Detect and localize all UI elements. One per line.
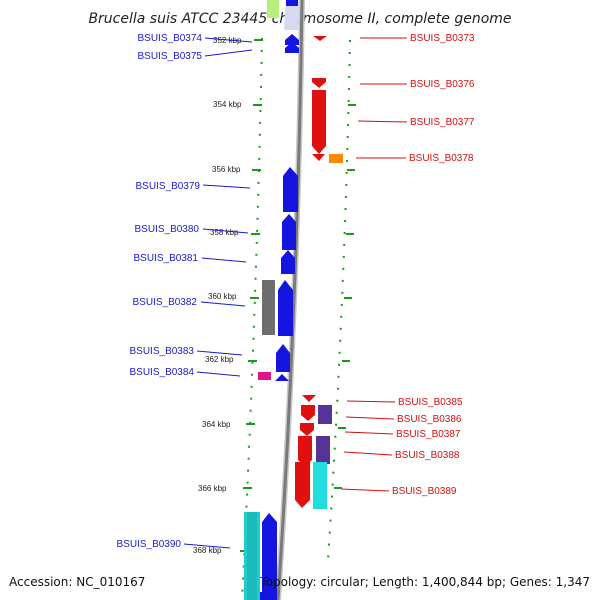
label-bsuis-b0382[interactable]: BSUIS_B0382 <box>133 297 198 308</box>
feature-cyan-shade <box>247 512 257 600</box>
gene-partial-blue-bottom <box>259 592 273 600</box>
label-bsuis-b0390[interactable]: BSUIS_B0390 <box>117 539 182 550</box>
label-bsuis-b0389[interactable]: BSUIS_B0389 <box>392 486 457 497</box>
gene-bsuis-b0387[interactable] <box>300 423 314 436</box>
kbp-label-368: 368 kbp <box>193 546 222 555</box>
kbp-label-360: 360 kbp <box>208 292 237 301</box>
feature-partial-green <box>267 0 279 18</box>
label-bsuis-b0374[interactable]: BSUIS_B0374 <box>138 33 203 44</box>
gene-bsuis-b0384-marker[interactable] <box>275 374 289 381</box>
gene-bsuis-b0381[interactable] <box>281 250 295 274</box>
feature-purple-b0386[interactable] <box>318 405 332 424</box>
right-connector-lines <box>340 37 408 492</box>
label-bsuis-b0385[interactable]: BSUIS_B0385 <box>398 397 463 408</box>
gene-bsuis-b0377-tip[interactable] <box>312 154 325 161</box>
kbp-label-354: 354 kbp <box>213 100 242 109</box>
kbp-label-364: 364 kbp <box>202 420 231 429</box>
kbp-label-358: 358 kbp <box>210 228 239 237</box>
label-bsuis-b0384[interactable]: BSUIS_B0384 <box>130 367 195 378</box>
inner-dotted-ring <box>241 37 263 600</box>
gene-bsuis-b0388-red[interactable] <box>298 436 312 466</box>
gene-bsuis-b0380[interactable] <box>282 214 296 250</box>
gene-bsuis-b0377[interactable] <box>312 90 326 154</box>
gene-bsuis-b0374-upper[interactable] <box>285 34 299 45</box>
feature-purple-b0388[interactable] <box>316 436 330 464</box>
forward-track-band <box>284 0 300 30</box>
backbone-line <box>275 0 305 600</box>
kbp-label-366: 366 kbp <box>198 484 227 493</box>
label-bsuis-b0388[interactable]: BSUIS_B0388 <box>395 450 460 461</box>
label-bsuis-b0378[interactable]: BSUIS_B0378 <box>409 153 474 164</box>
feature-cyan-b0390[interactable] <box>244 512 260 600</box>
label-bsuis-b0373[interactable]: BSUIS_B0373 <box>410 33 475 44</box>
gene-bsuis-b0373[interactable] <box>313 36 327 41</box>
feature-pink-b0384[interactable] <box>258 372 271 380</box>
feature-cyan-b0389[interactable] <box>313 462 327 509</box>
gene-bsuis-b0376[interactable] <box>312 78 326 88</box>
label-bsuis-b0387[interactable]: BSUIS_B0387 <box>396 429 461 440</box>
topology-text: Topology: circular; Length: 1,400,844 bp… <box>259 575 590 589</box>
label-bsuis-b0376[interactable]: BSUIS_B0376 <box>410 79 475 90</box>
gene-bsuis-b0390[interactable] <box>262 513 277 600</box>
major-ticks <box>240 39 356 552</box>
gene-bsuis-b0386-red[interactable] <box>301 405 315 421</box>
gene-bsuis-b0374[interactable] <box>285 42 299 53</box>
feature-orange-b0378[interactable] <box>329 154 343 163</box>
kbp-label-352: 352 kbp <box>213 36 242 45</box>
outer-dotted-ring <box>327 39 351 561</box>
gene-bsuis-b0379[interactable] <box>283 167 298 212</box>
feature-partial-blue-top <box>286 0 298 6</box>
label-bsuis-b0379[interactable]: BSUIS_B0379 <box>136 181 201 192</box>
kbp-label-362: 362 kbp <box>205 355 234 364</box>
feature-grey-b0382[interactable] <box>262 280 275 335</box>
gene-bsuis-b0382[interactable] <box>278 280 293 336</box>
gene-bsuis-b0383[interactable] <box>276 344 290 372</box>
gene-bsuis-b0385[interactable] <box>302 395 316 402</box>
gene-bsuis-b0389-red[interactable] <box>295 462 310 508</box>
accession-text: Accession: NC_010167 <box>9 575 145 589</box>
left-connector-lines <box>183 37 253 549</box>
label-bsuis-b0380[interactable]: BSUIS_B0380 <box>135 224 200 235</box>
label-bsuis-b0375[interactable]: BSUIS_B0375 <box>138 51 203 62</box>
label-bsuis-b0377[interactable]: BSUIS_B0377 <box>410 117 475 128</box>
kbp-label-356: 356 kbp <box>212 165 241 174</box>
label-bsuis-b0386[interactable]: BSUIS_B0386 <box>397 414 462 425</box>
label-bsuis-b0383[interactable]: BSUIS_B0383 <box>130 346 195 357</box>
label-bsuis-b0381[interactable]: BSUIS_B0381 <box>134 253 199 264</box>
